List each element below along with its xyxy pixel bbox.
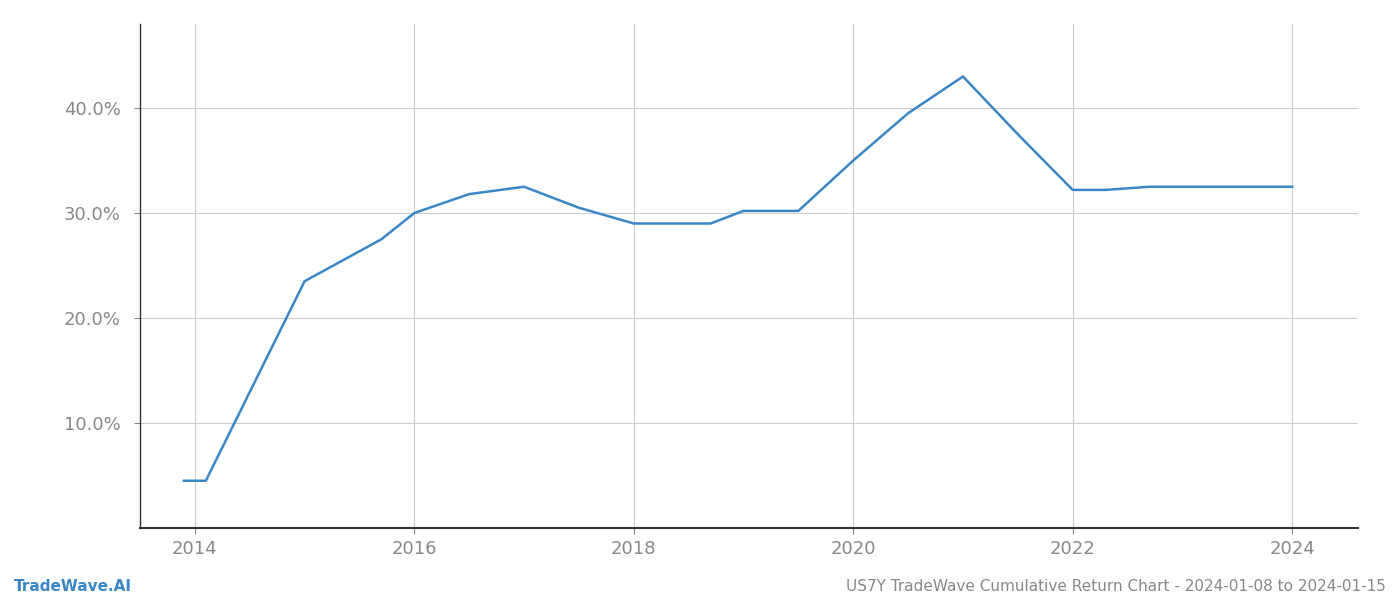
Text: TradeWave.AI: TradeWave.AI: [14, 579, 132, 594]
Text: US7Y TradeWave Cumulative Return Chart - 2024-01-08 to 2024-01-15: US7Y TradeWave Cumulative Return Chart -…: [846, 579, 1386, 594]
